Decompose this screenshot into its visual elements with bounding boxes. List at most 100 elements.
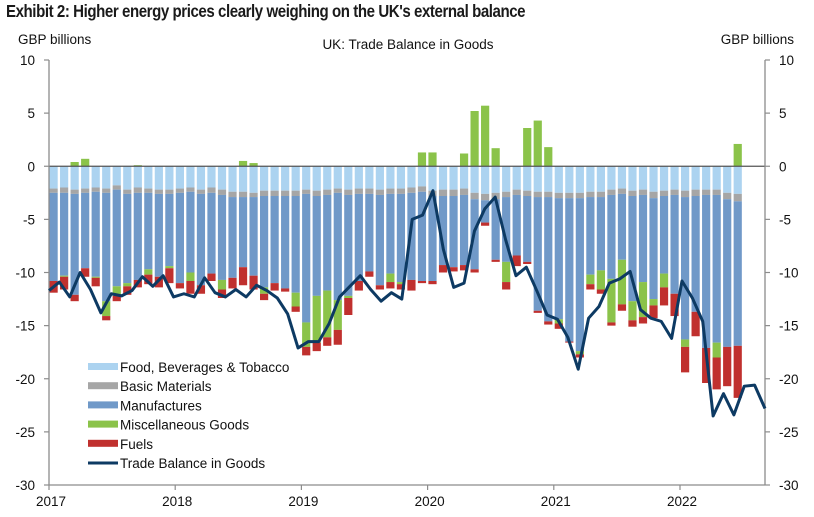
bar-basic-materials xyxy=(228,191,237,198)
exhibit-title: Exhibit 2: Higher energy prices clearly … xyxy=(6,1,526,21)
left-tick-label: -20 xyxy=(15,372,35,387)
bar-fuels xyxy=(186,281,195,294)
bar-food-beverages-tobacco xyxy=(344,166,353,190)
bar-food-beverages-tobacco xyxy=(270,166,279,191)
bar-manufactures xyxy=(638,194,648,283)
bar-manufactures xyxy=(238,197,248,268)
bar-food-beverages-tobacco xyxy=(723,166,732,193)
bar-basic-materials xyxy=(144,188,153,193)
bar-food-beverages-tobacco xyxy=(575,166,584,193)
bar-manufactures xyxy=(681,197,690,340)
bar-food-beverages-tobacco xyxy=(733,166,742,194)
bar-food-beverages-tobacco xyxy=(702,166,711,190)
legend-label-food-beverages-tobacco: Food, Beverages & Tobacco xyxy=(120,360,289,375)
bar-miscellaneous-goods xyxy=(523,128,532,167)
bar-manufactures xyxy=(186,191,195,273)
bar-manufactures xyxy=(333,192,342,301)
bar-food-beverages-tobacco xyxy=(165,166,174,190)
bar-miscellaneous-goods xyxy=(712,342,721,358)
bar-manufactures xyxy=(123,193,132,284)
legend-swatch-basic-materials xyxy=(88,382,118,390)
bar-basic-materials xyxy=(586,191,595,198)
bar-miscellaneous-goods xyxy=(544,147,553,167)
bar-basic-materials xyxy=(302,189,311,194)
bar-basic-materials xyxy=(565,192,574,199)
bar-manufactures xyxy=(175,192,184,284)
bar-basic-materials xyxy=(217,189,227,195)
bar-food-beverages-tobacco xyxy=(638,166,648,190)
bar-food-beverages-tobacco xyxy=(249,166,258,193)
bar-miscellaneous-goods xyxy=(470,111,479,167)
bar-miscellaneous-goods xyxy=(417,152,427,167)
bar-food-beverages-tobacco xyxy=(144,166,153,189)
bar-fuels xyxy=(481,222,490,226)
bar-basic-materials xyxy=(249,192,258,198)
bar-fuels xyxy=(681,346,690,373)
x-tick-label: 2019 xyxy=(288,494,318,509)
bar-manufactures xyxy=(386,193,395,274)
bar-fuels xyxy=(607,322,616,326)
bar-basic-materials xyxy=(270,190,279,196)
bar-fuels xyxy=(396,284,406,290)
bar-miscellaneous-goods xyxy=(238,160,248,167)
bar-food-beverages-tobacco xyxy=(291,166,300,191)
bar-fuels xyxy=(81,268,90,277)
bar-basic-materials xyxy=(333,188,342,193)
bar-miscellaneous-goods xyxy=(428,152,437,167)
bar-fuels xyxy=(365,271,374,277)
bar-fuels xyxy=(102,316,111,321)
bar-food-beverages-tobacco xyxy=(586,166,595,192)
legend-label-trade-balance-in-goods: Trade Balance in Goods xyxy=(120,456,265,471)
bar-miscellaneous-goods xyxy=(123,283,132,287)
bar-manufactures xyxy=(375,194,384,286)
bar-fuels xyxy=(733,345,742,398)
bar-fuels xyxy=(596,289,605,294)
right-tick-label: 10 xyxy=(779,53,794,68)
bar-manufactures xyxy=(617,193,627,260)
bar-miscellaneous-goods xyxy=(638,282,648,318)
bar-fuels xyxy=(175,283,184,289)
bar-basic-materials xyxy=(386,188,395,194)
bar-manufactures xyxy=(670,194,679,294)
bar-food-beverages-tobacco xyxy=(523,166,532,191)
bar-basic-materials xyxy=(438,189,448,196)
bar-manufactures xyxy=(91,191,100,277)
bar-basic-materials xyxy=(260,190,269,196)
bar-manufactures xyxy=(628,196,637,302)
bar-fuels xyxy=(628,320,637,327)
bar-basic-materials xyxy=(196,189,206,194)
bar-basic-materials xyxy=(154,189,163,194)
bar-basic-materials xyxy=(365,188,374,194)
bar-food-beverages-tobacco xyxy=(491,166,500,193)
bar-fuels xyxy=(459,265,469,271)
bar-fuels xyxy=(712,357,721,390)
bar-basic-materials xyxy=(238,191,248,198)
bar-basic-materials xyxy=(70,189,79,194)
bar-miscellaneous-goods xyxy=(81,158,90,167)
left-tick-label: -5 xyxy=(23,212,35,227)
bar-miscellaneous-goods xyxy=(502,261,511,283)
bar-miscellaneous-goods xyxy=(102,301,111,317)
bar-basic-materials xyxy=(691,189,700,196)
bar-fuels xyxy=(228,277,237,289)
bar-manufactures xyxy=(396,193,406,283)
bar-miscellaneous-goods xyxy=(681,339,690,347)
bar-manufactures xyxy=(312,196,321,296)
right-tick-label: -5 xyxy=(779,212,791,227)
bar-basic-materials xyxy=(638,189,648,195)
bar-fuels xyxy=(649,305,658,319)
bar-food-beverages-tobacco xyxy=(207,166,216,188)
bar-manufactures xyxy=(154,193,163,277)
bar-basic-materials xyxy=(607,189,616,195)
axes-group: 10 10 5 5 0 0 -5 -5 -10 -10 -15 -15 -20 -20 -25 -25 -30 -… xyxy=(15,53,798,509)
bar-manufactures xyxy=(196,193,206,286)
bar-basic-materials xyxy=(512,189,521,195)
bar-food-beverages-tobacco xyxy=(649,166,658,192)
bar-basic-materials xyxy=(102,188,111,193)
bar-food-beverages-tobacco xyxy=(428,166,437,191)
bar-manufactures xyxy=(260,196,269,288)
bar-food-beverages-tobacco xyxy=(628,166,637,191)
bar-fuels xyxy=(617,304,627,311)
bar-manufactures xyxy=(217,194,227,280)
bar-food-beverages-tobacco xyxy=(238,166,248,192)
